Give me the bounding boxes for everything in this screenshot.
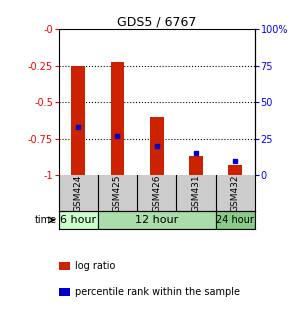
Text: GSM425: GSM425 bbox=[113, 175, 122, 212]
Bar bbox=[71, 66, 85, 175]
Bar bbox=[229, 165, 242, 175]
Bar bbox=[111, 61, 124, 175]
Text: percentile rank within the sample: percentile rank within the sample bbox=[75, 287, 240, 297]
Bar bbox=[59, 211, 98, 229]
Text: GSM426: GSM426 bbox=[152, 175, 161, 212]
Text: 6 hour: 6 hour bbox=[60, 215, 96, 225]
Text: log ratio: log ratio bbox=[75, 261, 115, 271]
Text: GSM424: GSM424 bbox=[74, 175, 83, 212]
Text: 24 hour: 24 hour bbox=[216, 215, 254, 225]
Bar bbox=[150, 117, 163, 175]
Bar bbox=[98, 211, 216, 229]
Title: GDS5 / 6767: GDS5 / 6767 bbox=[117, 15, 196, 28]
Text: GSM432: GSM432 bbox=[231, 175, 240, 212]
Text: time: time bbox=[35, 215, 57, 225]
Bar bbox=[216, 211, 255, 229]
Text: GSM431: GSM431 bbox=[192, 174, 200, 212]
Bar bbox=[189, 156, 203, 175]
Text: 12 hour: 12 hour bbox=[135, 215, 178, 225]
